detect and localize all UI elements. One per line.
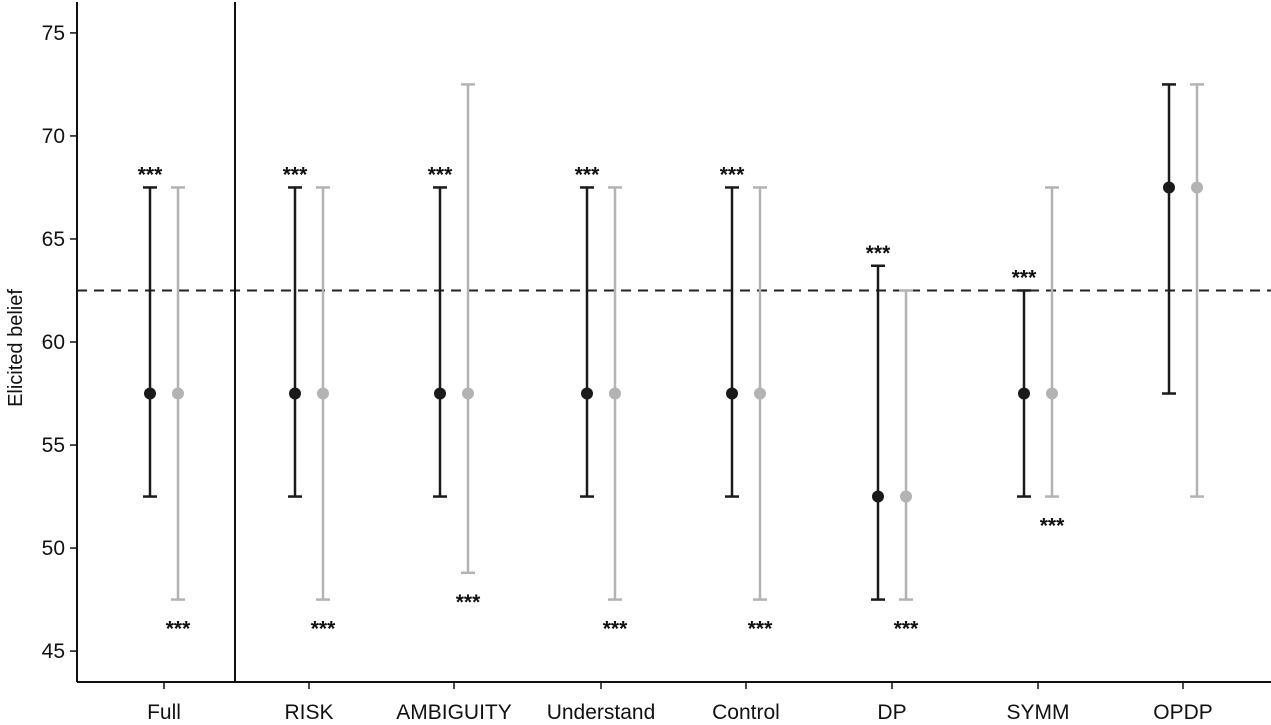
significance-label: *** — [748, 618, 773, 641]
x-tick-label: Understand — [547, 701, 656, 724]
significance-label: *** — [166, 618, 191, 641]
y-tick-label: 55 — [42, 434, 65, 457]
x-tick-label: Control — [712, 701, 780, 724]
significance-label: *** — [283, 163, 308, 186]
y-tick-label: 50 — [42, 537, 65, 560]
data-point — [172, 387, 184, 400]
significance-label: *** — [575, 163, 600, 186]
significance-label: *** — [138, 163, 163, 186]
x-tick-label: DP — [877, 701, 906, 724]
significance-label: *** — [603, 618, 628, 641]
y-tick-label: 60 — [42, 331, 65, 354]
x-tick-label: RISK — [284, 701, 333, 724]
data-point — [900, 490, 912, 503]
data-point — [1046, 387, 1058, 400]
significance-label: *** — [428, 163, 453, 186]
y-tick-label: 45 — [42, 640, 65, 663]
data-point — [289, 387, 301, 400]
tick-labels: 45 50 55 60 65 70 75 Full RISK AMBIGUITY Understan… — [42, 22, 1213, 724]
y-tick-label: 75 — [42, 22, 65, 45]
data-point — [1191, 181, 1203, 194]
data-point — [434, 387, 446, 400]
data-point — [462, 387, 474, 400]
axes — [70, 2, 1271, 689]
significance-label: *** — [456, 591, 481, 614]
significance-label: *** — [1040, 515, 1065, 538]
data-point — [317, 387, 329, 400]
significance-label: *** — [311, 618, 336, 641]
data-point — [144, 387, 156, 400]
data-point — [872, 490, 884, 503]
data-point — [726, 387, 738, 400]
data-point — [581, 387, 593, 400]
y-tick-label: 70 — [42, 125, 65, 148]
significance-label: *** — [866, 242, 891, 265]
significance-label: *** — [1012, 266, 1037, 289]
y-axis-title: Elicited belief — [5, 289, 27, 407]
data-point — [754, 387, 766, 400]
y-tick-label: 65 — [42, 228, 65, 251]
significance-label: *** — [720, 163, 745, 186]
x-tick-label: OPDP — [1153, 701, 1213, 724]
data-point — [1163, 181, 1175, 194]
x-tick-label: Full — [147, 701, 181, 724]
significance-label: *** — [894, 618, 919, 641]
x-tick-label: AMBIGUITY — [396, 701, 512, 724]
x-tick-label: SYMM — [1007, 701, 1070, 724]
data-point — [609, 387, 621, 400]
data-point — [1018, 387, 1030, 400]
data-marks: *** *** *** *** *** *** *** *** *** *** *** *** *** *… — [138, 83, 1204, 641]
